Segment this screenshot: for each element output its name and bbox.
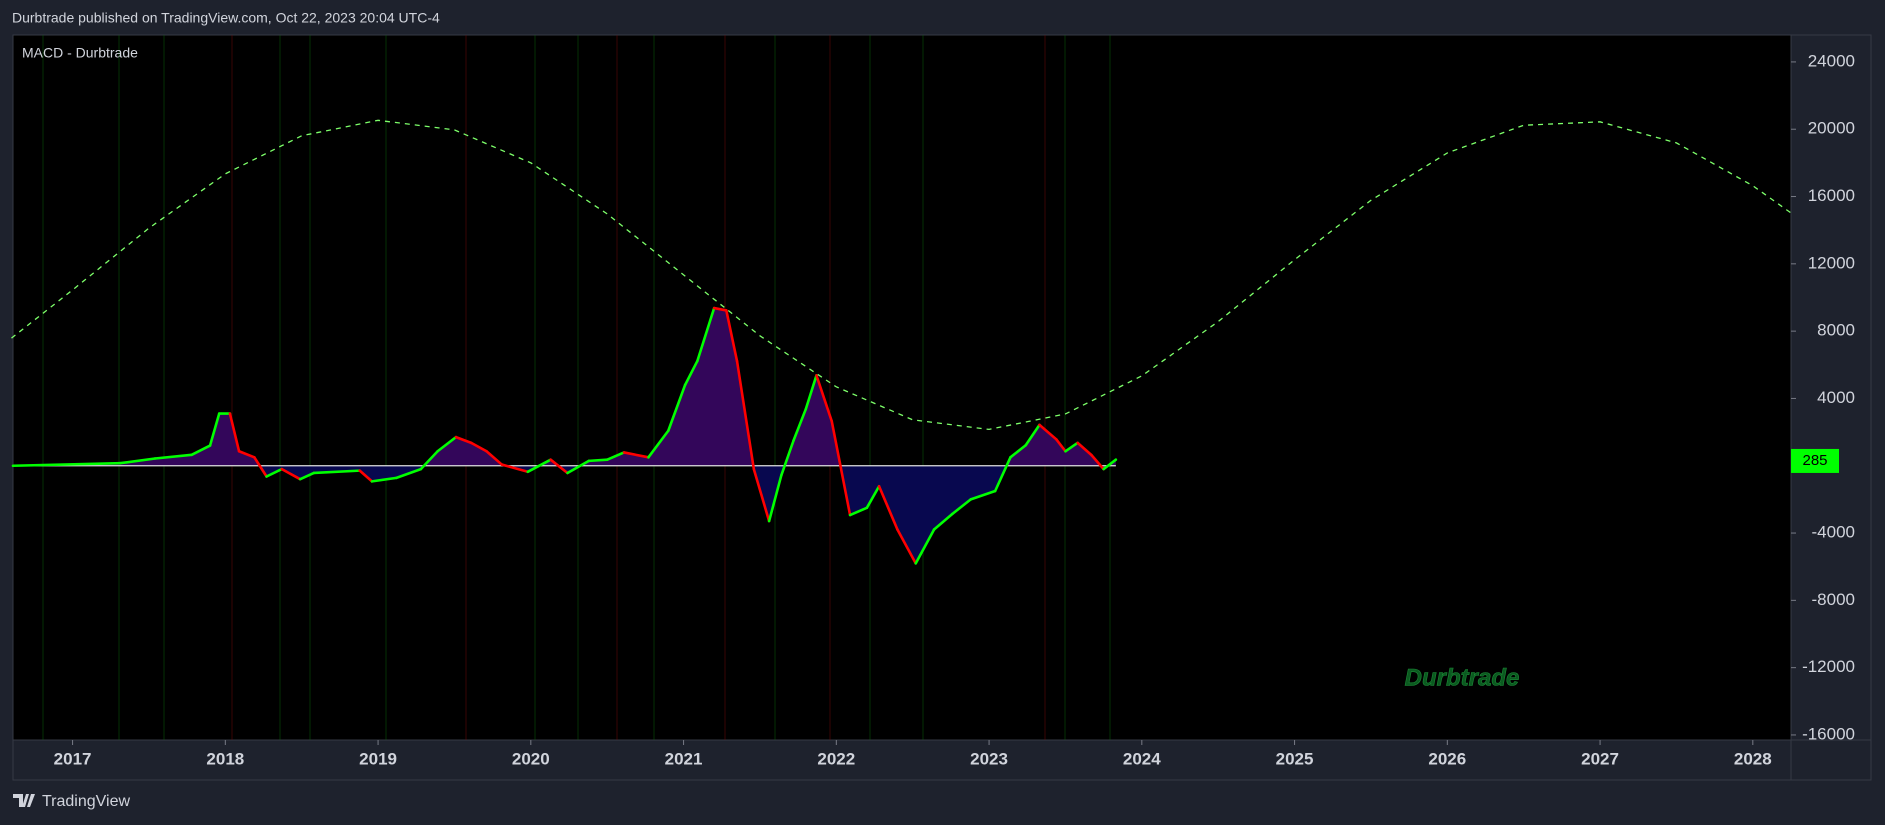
macd-segment: [1090, 453, 1105, 471]
macd-segment: [696, 306, 716, 363]
last-value-label: 285: [1802, 452, 1827, 469]
macd-segment: [1009, 443, 1028, 459]
macd-segment: [312, 469, 362, 475]
macd-segment: [792, 407, 808, 442]
macd-segment: [865, 484, 881, 510]
macd-segment: [485, 449, 504, 466]
macd-segment: [395, 467, 423, 480]
logo-icon: [13, 794, 35, 807]
macd-segment: [752, 467, 771, 523]
x-tick-label: 2027: [1581, 749, 1619, 768]
x-tick-label: 2025: [1276, 749, 1314, 768]
macd-segment: [804, 374, 818, 411]
macd-segment: [767, 474, 783, 523]
macd-segment: [358, 469, 374, 483]
macd-segment: [1076, 441, 1093, 457]
macd-segment: [265, 467, 284, 478]
macd-segment: [228, 412, 241, 453]
x-tick-label: 2021: [665, 749, 703, 768]
macd-segment: [208, 412, 221, 447]
macd-segment: [549, 458, 569, 475]
plot-area: [13, 35, 1791, 740]
x-tick-label: 2023: [970, 749, 1008, 768]
macd-segment: [118, 457, 157, 465]
indicator-title: MACD - Durbtrade: [22, 45, 138, 61]
macd-segment: [298, 471, 316, 481]
macd-segment: [712, 306, 728, 312]
macd-segment: [735, 359, 756, 471]
macd-segment: [969, 489, 997, 501]
macd-segment: [370, 476, 398, 483]
macd-segment: [1102, 458, 1118, 471]
macd-segment: [280, 467, 302, 481]
area-down: [13, 465, 1116, 564]
x-tick-label: 2017: [54, 749, 92, 768]
publish-info: Durbtrade published on TradingView.com, …: [12, 10, 440, 26]
y-tick-label: 8000: [1817, 321, 1855, 340]
y-tick-label: 12000: [1808, 253, 1855, 272]
macd-segment: [454, 435, 473, 445]
macd-segment: [11, 461, 122, 468]
y-tick-label: -16000: [1802, 724, 1855, 743]
macd-segment: [780, 439, 795, 477]
macd-segment: [622, 451, 650, 459]
x-tick-label: 2026: [1428, 749, 1466, 768]
x-tick-label: 2028: [1734, 749, 1772, 768]
macd-segment: [951, 498, 973, 516]
x-tick-label: 2024: [1123, 749, 1161, 768]
y-tick-label: 24000: [1808, 51, 1855, 70]
macd-segment: [253, 456, 268, 478]
tv-logo: TradingView: [13, 793, 130, 810]
x-tick-label: 2022: [817, 749, 855, 768]
watermark: Durbtrade: [1405, 664, 1520, 691]
macd-segment: [566, 459, 591, 475]
macd-segment: [500, 463, 530, 474]
macd-segment: [526, 458, 552, 474]
macd-segment: [932, 512, 954, 531]
x-tick-label: 2020: [512, 749, 550, 768]
macd-segment: [877, 484, 899, 531]
macd-segment: [666, 383, 687, 433]
macd-segment: [1054, 438, 1067, 453]
frame: [12, 34, 1872, 781]
macd-segment: [1024, 423, 1041, 447]
macd-segment: [436, 435, 458, 453]
macd-segment: [237, 449, 256, 459]
y-tick-label: 16000: [1808, 186, 1855, 205]
brand: TradingView: [42, 793, 130, 810]
macd-segment: [605, 451, 626, 461]
macd-segment: [1038, 423, 1058, 441]
macd-segment: [469, 441, 488, 453]
y-tick-label: 20000: [1808, 119, 1855, 138]
macd-segment: [848, 506, 869, 517]
x-tick-label: 2018: [206, 749, 244, 768]
y-tick-label: -4000: [1812, 523, 1855, 542]
macd-segment: [587, 458, 609, 463]
y-tick-label: 4000: [1817, 388, 1855, 407]
y-tick-label: -12000: [1802, 657, 1855, 676]
macd-segment: [647, 429, 670, 459]
macd-segment: [725, 309, 739, 363]
macd-segment: [190, 444, 212, 457]
macd-segment: [896, 528, 918, 565]
macd-segment: [1064, 441, 1079, 453]
macd-segment: [419, 449, 439, 471]
macd-segment: [815, 374, 834, 423]
last-value-box: [1791, 448, 1839, 473]
macd-segment: [153, 453, 194, 460]
y-tick-label: -8000: [1812, 590, 1855, 609]
x-tick-label: 2019: [359, 749, 397, 768]
macd-segment: [683, 359, 699, 387]
macd-segment: [914, 528, 936, 565]
macd-segment: [830, 419, 852, 517]
macd-segment: [993, 456, 1012, 493]
